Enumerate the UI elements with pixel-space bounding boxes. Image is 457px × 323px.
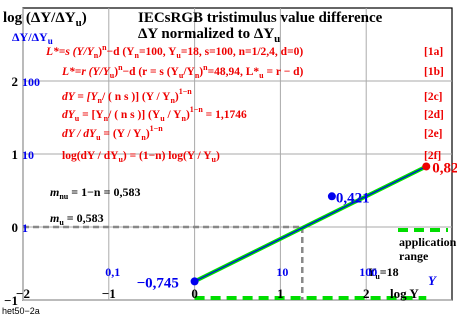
x-tick-linear-label-1: 10 xyxy=(276,265,288,279)
data-point-1 xyxy=(327,192,336,201)
y-tick-linear-label-0: 1 xyxy=(22,221,28,235)
formula-block: L*=s (Y/Yn)n−d (Yn=100, Yu=18, s=100, n=… xyxy=(45,43,444,164)
data-point-2 xyxy=(422,162,431,171)
x-tick-label-2: 0 xyxy=(191,286,198,301)
chart-grid xyxy=(22,8,452,301)
chart-title: IECsRGB tristimulus value difference xyxy=(138,10,383,26)
formula-2d: dYu = [Yn/ ( n s )] (Yu / Yn)1−n = 1,174… xyxy=(62,105,247,123)
point-label-2: 0,829 xyxy=(432,160,457,176)
y-axis-linear-title: ΔY/ΔYu xyxy=(12,30,53,46)
x-tick-label-0: −2 xyxy=(16,286,30,301)
formula-tag-1b: [1b] xyxy=(424,66,444,78)
y-tick-label-0: −1 xyxy=(4,293,18,308)
formula-1b: L*=r (Y/Yu)n−d (r = s (Yu/Yn)n=48,94, L*… xyxy=(61,63,304,80)
yu-marker-label: Yu=18 xyxy=(368,265,399,281)
data-point-0 xyxy=(190,277,199,286)
mu-label: mu = 0,583 xyxy=(50,211,104,227)
x-tick-label-1: −1 xyxy=(102,286,116,301)
formula-2f: log(dY / dYu) = (1−n) log(Y / Yu) xyxy=(62,150,220,164)
point-labels: −0,745 0,421 0,829 xyxy=(137,160,457,291)
y-tick-label-1: 0 xyxy=(12,220,19,235)
chart-subtitle: ΔY normalized to ΔYu xyxy=(138,26,280,45)
legend-entry-application: application xyxy=(399,235,457,249)
point-label-0: −0,745 xyxy=(137,275,179,291)
legend: application range xyxy=(398,228,457,263)
x-axis-linear-title: Y xyxy=(428,273,437,288)
y-tick-label-3: 2 xyxy=(12,74,19,89)
mnu-label: mnu = 1−n = 0,583 xyxy=(50,185,140,201)
y-tick-label-2: 1 xyxy=(12,147,19,162)
formula-2c: dY = [Yn/ ( n s )] (Y / Yn)1−n xyxy=(62,87,192,105)
x-tick-linear-label-2: 100 xyxy=(359,265,377,279)
formula-tag-2f: [2f] xyxy=(424,150,441,162)
legend-entry-range: range xyxy=(399,249,429,263)
x-axis-title: log Y xyxy=(390,286,419,301)
chart-dynamic-layer xyxy=(23,162,431,300)
x-tick-linear-label-0: 0,1 xyxy=(105,265,120,279)
point-label-1: 0,421 xyxy=(336,190,370,206)
formula-2e: dY / dYu = (Y / Yn)1−n xyxy=(62,124,163,142)
y-tick-linear-label-1: 10 xyxy=(22,148,34,162)
y-axis-title: log (ΔY/ΔYu) xyxy=(3,10,87,29)
y-tick-linear-label-2: 100 xyxy=(22,75,40,89)
formula-tag-1a: [1a] xyxy=(424,46,443,58)
footnote: het50−2a xyxy=(2,306,40,316)
formula-tag-2e: [2e] xyxy=(424,128,443,140)
formula-1a: L*=s (Y/Yn)n−d (Yn=100, Yu=18, s=100, n=… xyxy=(45,43,303,60)
x-tick-label-4: 2 xyxy=(363,286,370,301)
formula-tag-2c: [2c] xyxy=(424,91,443,103)
x-tick-label-3: 1 xyxy=(277,286,284,301)
formula-tag-2d: [2d] xyxy=(424,109,444,121)
series-line-blue xyxy=(194,165,427,282)
